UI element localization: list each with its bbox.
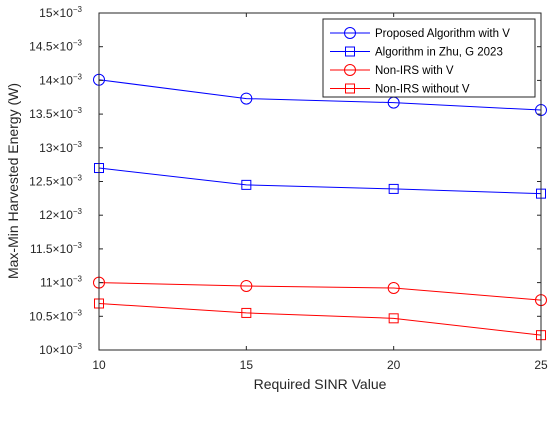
- y-tick-label: 12×10−3: [39, 207, 82, 222]
- series-line: [98, 282, 542, 301]
- y-tick-label: 10.5×10−3: [29, 308, 82, 323]
- legend-label: Algorithm in Zhu, G 2023: [375, 47, 503, 59]
- x-tick-label: 10: [92, 358, 106, 372]
- tick-layer: 10 15 20 25 10×10−3 10.5×10−3 11×10−3 11.5×10−3…: [29, 5, 548, 372]
- data-point-marker: [388, 313, 399, 324]
- y-tick-label: 15×10−3: [39, 5, 82, 20]
- x-axis-label: Required SINR Value: [254, 376, 387, 392]
- legend-entry-2: Algorithm in Zhu, G 2023: [330, 46, 503, 59]
- legend-swatch-marker: [344, 27, 356, 39]
- data-point-marker: [241, 179, 252, 190]
- y-tick-exponent: −3: [73, 174, 83, 183]
- data-point-marker: [388, 183, 399, 194]
- data-point-marker: [387, 281, 400, 294]
- legend-label: Proposed Algorithm with V: [375, 28, 510, 40]
- data-point-marker: [241, 307, 252, 318]
- y-axis-label: Max-Min Harvested Energy (W): [5, 83, 21, 279]
- y-tick-label: 11×10−3: [40, 275, 82, 290]
- y-tick-exponent: −3: [73, 39, 83, 48]
- series-line: [98, 167, 542, 195]
- legend-swatch-marker: [345, 46, 355, 57]
- y-tick-label: 14.5×10−3: [29, 39, 82, 54]
- y-tick-exponent: −3: [73, 72, 83, 81]
- y-tick-label: 13.5×10−3: [29, 106, 82, 121]
- legend-label: Non-IRS without V: [375, 84, 470, 96]
- y-tick-label: 10×10−3: [39, 342, 82, 357]
- x-tick-label: 20: [387, 358, 401, 372]
- legend-entry-4: Non-IRS without V: [330, 83, 470, 96]
- x-tick-label: 15: [240, 358, 254, 372]
- y-tick-exponent: −3: [73, 106, 83, 115]
- y-tick-label: 12.5×10−3: [29, 174, 82, 189]
- y-tick-label: 14×10−3: [39, 72, 82, 87]
- y-tick-exponent: −3: [73, 275, 83, 284]
- y-tick-label: 13×10−3: [39, 140, 82, 155]
- legend-box: [322, 18, 536, 98]
- legend-swatch-marker: [344, 64, 356, 76]
- y-tick-exponent: −3: [73, 241, 83, 250]
- legend-swatch-marker: [345, 83, 355, 94]
- y-tick-exponent: −3: [73, 342, 83, 351]
- legend-label: Non-IRS with V: [375, 65, 454, 77]
- data-point-marker: [240, 92, 253, 105]
- legend-entry-1: Proposed Algorithm with V: [330, 27, 510, 40]
- series-line: [98, 302, 542, 336]
- y-tick-exponent: −3: [73, 207, 83, 216]
- legend-entry-3: Non-IRS with V: [330, 64, 454, 77]
- data-point-marker: [240, 279, 253, 292]
- y-tick-exponent: −3: [73, 308, 83, 317]
- x-tick-label: 25: [534, 358, 548, 372]
- y-tick-exponent: −3: [73, 140, 83, 149]
- y-tick-label: 11.5×10−3: [30, 241, 83, 256]
- legend: Proposed Algorithm with V Algorithm in Zh…: [322, 18, 536, 98]
- series-line: [98, 79, 542, 111]
- y-tick-exponent: −3: [73, 5, 83, 14]
